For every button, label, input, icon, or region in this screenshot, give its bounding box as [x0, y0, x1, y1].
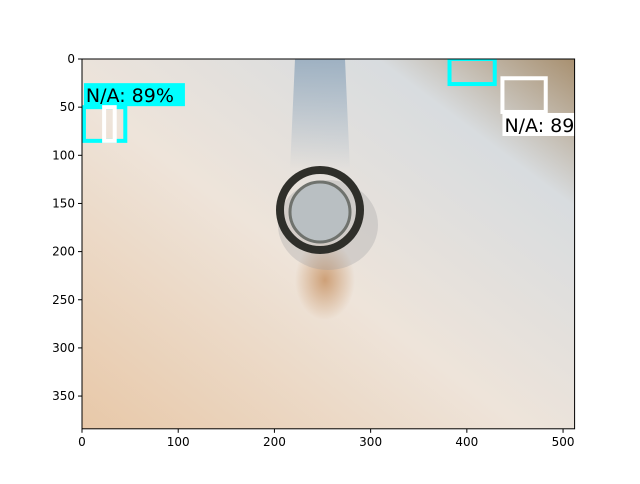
photo: N/A: 89% N/A: 89% N/A: 89%: [82, 35, 592, 429]
x-tick-label: 300: [359, 435, 382, 449]
x-tick-label: 0: [78, 435, 86, 449]
y-tick-label: 300: [52, 341, 75, 355]
y-tick-label: 350: [52, 389, 75, 403]
y-tick-label: 250: [52, 293, 75, 307]
detection-label: N/A: 89%: [504, 115, 592, 137]
y-tick-label: 0: [67, 52, 75, 66]
y-tick-label: 100: [52, 148, 75, 162]
y-tick-label: 200: [52, 245, 75, 259]
bounding-box: [500, 76, 548, 114]
x-tick-label: 100: [167, 435, 190, 449]
x-tick-label: 500: [552, 435, 575, 449]
y-tick-label: 150: [52, 196, 75, 210]
detection-label: N/A: 89%: [452, 37, 540, 59]
label-bg: [83, 83, 185, 107]
detection-label: N/A: 89%: [86, 85, 174, 107]
axes-frame: [81, 58, 576, 430]
x-tick-label: 400: [455, 435, 478, 449]
bounding-box: [447, 59, 497, 87]
bounding-box: [102, 105, 117, 143]
y-tick-label: 50: [60, 100, 75, 114]
label-bg: [450, 35, 551, 58]
x-tick-label: 200: [263, 435, 286, 449]
label-bg: [502, 112, 575, 136]
